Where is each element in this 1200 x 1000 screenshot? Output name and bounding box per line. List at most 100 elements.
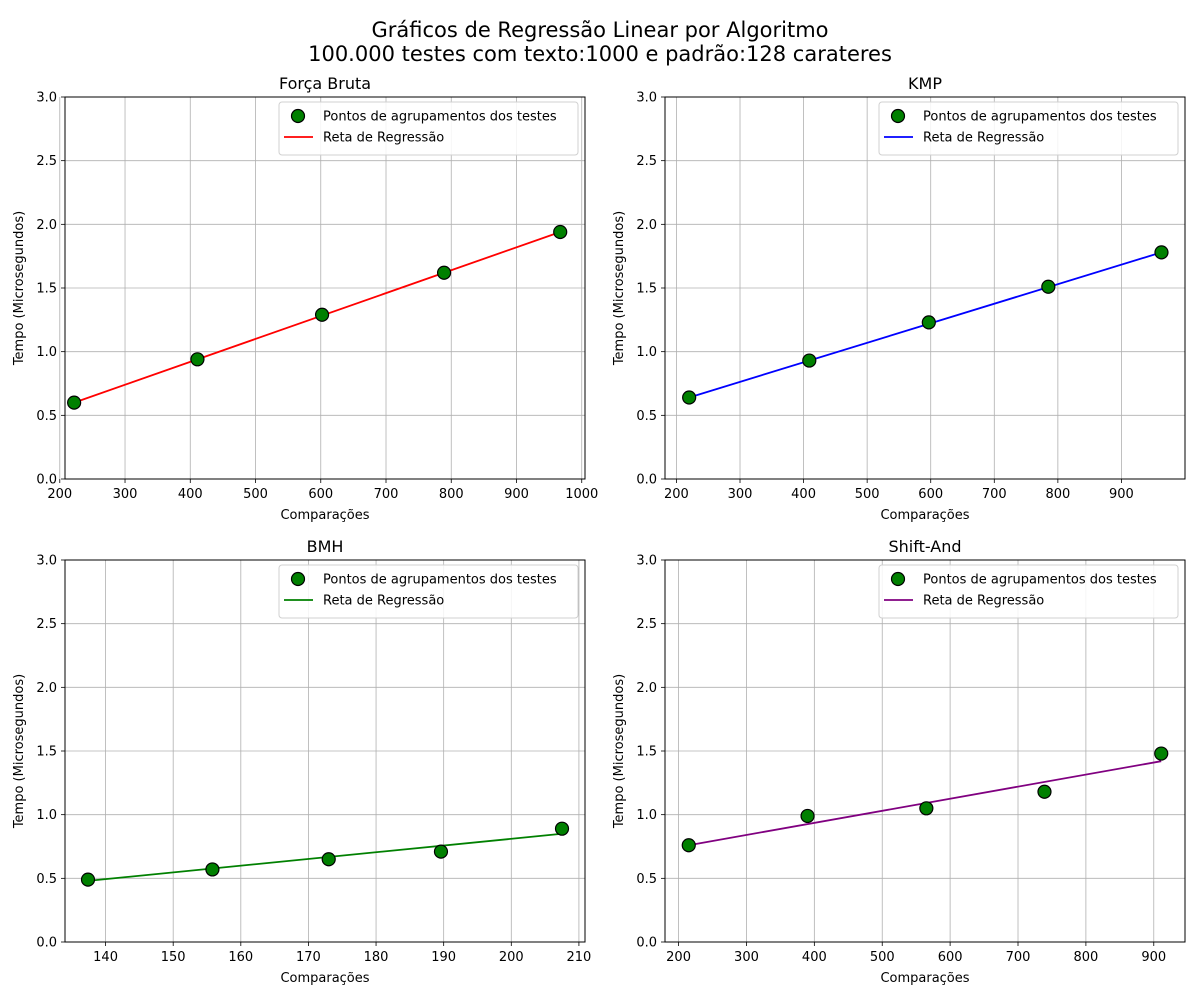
y-tick-label: 3.0 <box>636 554 657 569</box>
chart-title: BMH <box>307 537 344 556</box>
data-point <box>681 838 696 853</box>
x-tick-label: 600 <box>938 950 963 965</box>
x-tick-label: 400 <box>178 487 203 502</box>
figure-title-line2: 100.000 testes com texto:1000 e padrão:1… <box>308 42 892 66</box>
x-tick-label: 700 <box>1006 950 1031 965</box>
x-tick-label: 190 <box>431 950 456 965</box>
y-tick-label: 3.0 <box>36 554 57 569</box>
axes-frame <box>664 559 1186 943</box>
x-tick-label: 1000 <box>565 487 598 502</box>
y-tick-label: 0.5 <box>36 409 57 424</box>
y-tick-label: 1.0 <box>36 808 57 823</box>
x-tick-label: 500 <box>870 950 895 965</box>
y-tick-label: 1.5 <box>636 745 657 760</box>
x-axis-label: Comparações <box>880 508 969 523</box>
data-point <box>921 315 936 330</box>
y-tick-label: 2.5 <box>36 617 57 632</box>
axes-frame <box>64 96 586 480</box>
x-tick-label: 160 <box>228 950 253 965</box>
y-tick-label: 3.0 <box>636 91 657 106</box>
y-tick-label: 2.0 <box>636 218 657 233</box>
chart-panel-2: 200 300 400 500 600 700 800 900 0.0 0.5 1.0 1.5 2.0 2… <box>612 74 1186 523</box>
data-point <box>1041 279 1056 294</box>
chart-title: Força Bruta <box>279 74 371 93</box>
data-point <box>67 395 82 410</box>
legend-label-points: Pontos de agrupamentos dos testes <box>923 573 1157 588</box>
y-tick-label: 1.5 <box>36 282 57 297</box>
x-tick-label: 700 <box>374 487 399 502</box>
x-tick-label: 800 <box>1045 487 1070 502</box>
y-tick-label: 1.0 <box>636 345 657 360</box>
legend-label-points: Pontos de agrupamentos dos testes <box>323 573 557 588</box>
legend-point-marker <box>290 571 306 587</box>
legend-box <box>278 564 579 619</box>
legend-box <box>278 101 579 156</box>
x-tick-label: 180 <box>364 950 389 965</box>
axes-frame <box>64 559 586 943</box>
x-tick-label: 200 <box>47 487 72 502</box>
x-tick-label: 400 <box>791 487 816 502</box>
legend-label-line: Reta de Regressão <box>323 594 444 609</box>
y-tick-label: 1.0 <box>36 345 57 360</box>
data-point <box>802 353 817 368</box>
legend: Pontos de agrupamentos dos testes Reta de… <box>278 101 579 156</box>
chart-panel-4: 200 300 400 500 600 700 800 900 0.0 0.5 1.0 1.5 2.0 2… <box>612 537 1186 986</box>
legend-box <box>878 564 1179 619</box>
y-tick-label: 0.0 <box>36 473 57 488</box>
legend-point-marker <box>290 108 306 124</box>
data-point <box>1154 746 1169 761</box>
y-tick-label: 2.0 <box>636 681 657 696</box>
chart-title: Shift-And <box>888 537 961 556</box>
y-tick-label: 0.0 <box>636 936 657 951</box>
x-tick-label: 900 <box>504 487 529 502</box>
legend-label-points: Pontos de agrupamentos dos testes <box>323 110 557 125</box>
data-point <box>433 844 449 859</box>
legend-label-line: Reta de Regressão <box>323 131 444 146</box>
x-tick-label: 300 <box>734 950 759 965</box>
y-tick-label: 0.5 <box>636 409 657 424</box>
x-tick-label: 400 <box>802 950 827 965</box>
chart-panel-1: 200 300 400 500 600 700 800 900 1000 0.0 0.5 1.0 1.5… <box>12 74 598 523</box>
x-tick-label: 150 <box>161 950 186 965</box>
legend: Pontos de agrupamentos dos testes Reta de… <box>278 564 579 619</box>
chart-title: KMP <box>908 74 942 93</box>
x-tick-label: 800 <box>1073 950 1098 965</box>
x-tick-label: 200 <box>499 950 524 965</box>
data-point <box>436 265 452 280</box>
y-tick-label: 2.0 <box>36 681 57 696</box>
data-point <box>800 808 815 824</box>
y-tick-label: 2.5 <box>636 617 657 632</box>
data-point <box>205 862 220 877</box>
y-axis-label: Tempo (Microsegundos) <box>612 211 627 366</box>
y-tick-label: 1.5 <box>636 282 657 297</box>
data-point <box>80 872 96 887</box>
data-point <box>321 852 336 867</box>
data-point <box>919 801 934 816</box>
data-point <box>1037 784 1052 799</box>
data-point <box>190 352 205 367</box>
data-point <box>682 390 697 405</box>
x-tick-label: 140 <box>93 950 118 965</box>
legend-point-marker <box>890 108 906 124</box>
x-tick-label: 300 <box>728 487 753 502</box>
legend-label-line: Reta de Regressão <box>923 594 1044 609</box>
data-point <box>553 224 568 240</box>
legend: Pontos de agrupamentos dos testes Reta de… <box>878 101 1179 156</box>
x-axis-label: Comparações <box>280 508 369 523</box>
y-tick-label: 2.5 <box>636 154 657 169</box>
y-tick-label: 2.0 <box>36 218 57 233</box>
axes-frame <box>664 96 1186 480</box>
y-tick-label: 1.0 <box>636 808 657 823</box>
data-point <box>314 307 330 322</box>
x-tick-label: 900 <box>1109 487 1134 502</box>
legend-box <box>878 101 1179 156</box>
y-tick-label: 1.5 <box>36 745 57 760</box>
y-tick-label: 0.0 <box>36 936 57 951</box>
y-tick-label: 0.5 <box>636 872 657 887</box>
y-tick-label: 0.5 <box>36 872 57 887</box>
x-tick-label: 200 <box>664 487 689 502</box>
legend-label-line: Reta de Regressão <box>923 131 1044 146</box>
y-tick-label: 3.0 <box>36 91 57 106</box>
